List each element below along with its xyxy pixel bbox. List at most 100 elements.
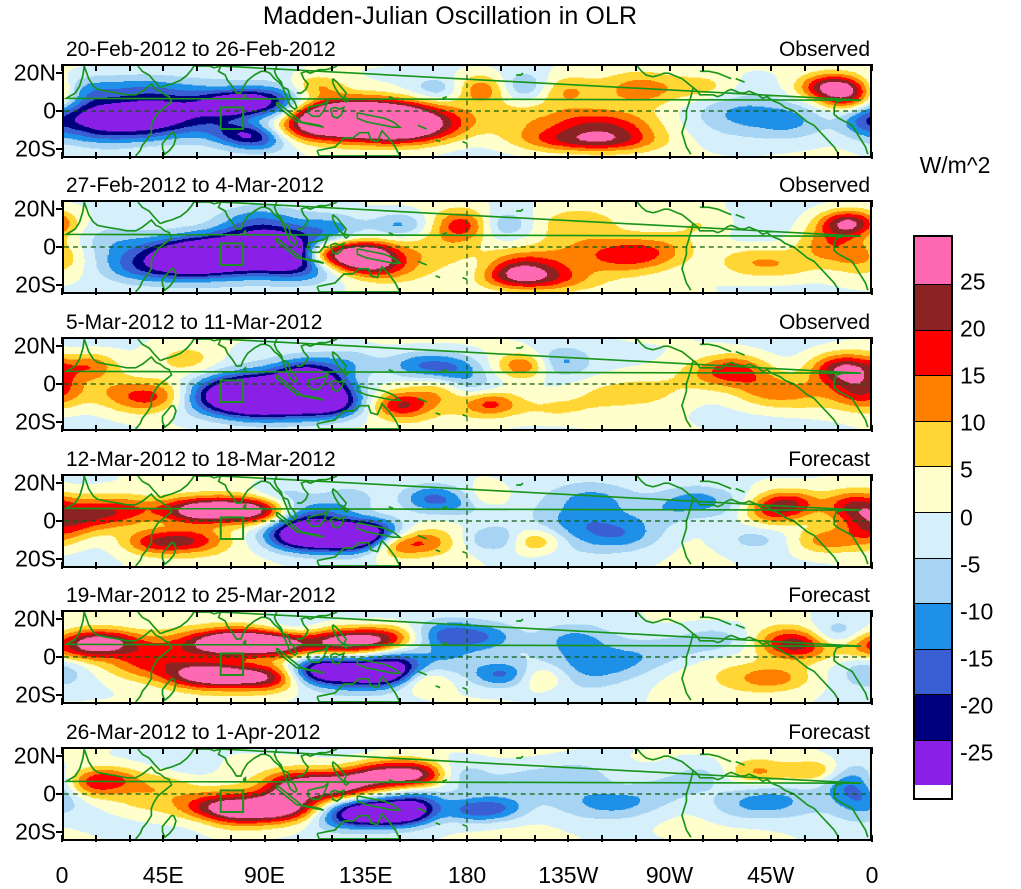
x-tick-mark (95, 562, 97, 569)
colorbar-band-7 (915, 558, 951, 604)
colorbar-tick-label-8: -15 (960, 645, 993, 672)
y-tick-label-1-1: 0 (0, 98, 56, 125)
x-tick-mark (432, 698, 434, 705)
x-tick-mark (736, 64, 738, 71)
x-tick-label-1: 45E (143, 862, 184, 889)
x-tick-mark (129, 474, 131, 481)
x-tick-mark (837, 64, 839, 71)
colorbar-band-1 (915, 284, 951, 330)
x-tick-mark (196, 288, 198, 295)
x-tick-label-5: 135W (538, 862, 598, 889)
x-tick-mark (162, 152, 164, 159)
x-tick-mark (230, 64, 232, 71)
x-tick-mark (500, 200, 502, 207)
x-tick-mark (129, 610, 131, 617)
x-tick-mark (534, 698, 536, 705)
x-tick-mark (601, 610, 603, 617)
x-tick-mark (196, 425, 198, 432)
x-tick-mark (61, 64, 63, 71)
x-tick-mark (804, 698, 806, 705)
y-tick-mark (56, 482, 63, 484)
x-tick-mark (162, 747, 164, 754)
x-tick-mark (264, 747, 266, 754)
x-tick-mark (129, 337, 131, 344)
x-tick-mark (230, 610, 232, 617)
colorbar (913, 235, 953, 800)
y-tick-label-5-2: 20S (0, 681, 56, 708)
x-tick-mark (432, 474, 434, 481)
x-tick-mark (770, 64, 772, 71)
x-tick-mark (500, 288, 502, 295)
x-tick-mark (297, 425, 299, 432)
x-tick-mark (95, 288, 97, 295)
x-tick-mark (804, 425, 806, 432)
x-tick-mark (466, 562, 468, 569)
x-tick-mark (230, 562, 232, 569)
x-tick-mark (331, 200, 333, 207)
x-tick-mark (635, 152, 637, 159)
x-tick-mark (702, 835, 704, 842)
x-tick-mark (534, 562, 536, 569)
x-tick-mark (702, 64, 704, 71)
x-tick-mark (669, 425, 671, 432)
x-tick-mark (432, 152, 434, 159)
x-tick-mark (61, 562, 63, 569)
x-tick-mark (702, 425, 704, 432)
x-tick-mark (432, 610, 434, 617)
x-tick-mark (871, 474, 873, 481)
x-tick-mark (230, 337, 232, 344)
x-tick-mark (702, 288, 704, 295)
x-tick-mark (837, 152, 839, 159)
x-tick-mark (871, 698, 873, 705)
x-tick-mark (399, 698, 401, 705)
x-tick-mark (736, 425, 738, 432)
x-tick-mark (297, 835, 299, 842)
y-tick-mark (56, 148, 63, 150)
x-tick-mark (500, 64, 502, 71)
x-tick-mark (331, 835, 333, 842)
x-tick-mark (466, 747, 468, 754)
x-tick-mark (162, 425, 164, 432)
x-tick-mark (635, 337, 637, 344)
y-tick-label-3-2: 20S (0, 408, 56, 435)
x-tick-mark (365, 610, 367, 617)
x-tick-mark (601, 152, 603, 159)
x-tick-mark (264, 337, 266, 344)
x-tick-mark (331, 747, 333, 754)
x-tick-mark (466, 835, 468, 842)
x-tick-mark (500, 562, 502, 569)
y-tick-mark (56, 383, 63, 385)
x-tick-mark (669, 835, 671, 842)
y-tick-mark (56, 831, 63, 833)
x-tick-mark (770, 698, 772, 705)
x-tick-mark (770, 337, 772, 344)
x-tick-mark (196, 152, 198, 159)
x-tick-mark (534, 425, 536, 432)
x-tick-mark (61, 747, 63, 754)
x-tick-mark (736, 610, 738, 617)
x-tick-mark (61, 337, 63, 344)
x-tick-mark (770, 152, 772, 159)
x-tick-mark (331, 425, 333, 432)
x-tick-mark (567, 562, 569, 569)
x-tick-mark (129, 152, 131, 159)
panel-date-range-6: 26-Mar-2012 to 1-Apr-2012 (66, 721, 320, 745)
x-tick-mark (837, 747, 839, 754)
x-tick-mark (770, 835, 772, 842)
y-tick-mark (56, 421, 63, 423)
x-tick-mark (95, 698, 97, 705)
colorbar-band-10 (915, 694, 951, 740)
x-tick-mark (804, 474, 806, 481)
x-tick-mark (500, 610, 502, 617)
x-tick-mark (500, 474, 502, 481)
x-tick-mark (399, 152, 401, 159)
x-tick-mark (534, 64, 536, 71)
x-tick-mark (669, 747, 671, 754)
x-tick-mark (534, 835, 536, 842)
colorbar-tick-label-3: 10 (960, 410, 986, 437)
x-tick-mark (399, 562, 401, 569)
y-tick-label-2-1: 0 (0, 234, 56, 261)
x-tick-mark (365, 835, 367, 842)
